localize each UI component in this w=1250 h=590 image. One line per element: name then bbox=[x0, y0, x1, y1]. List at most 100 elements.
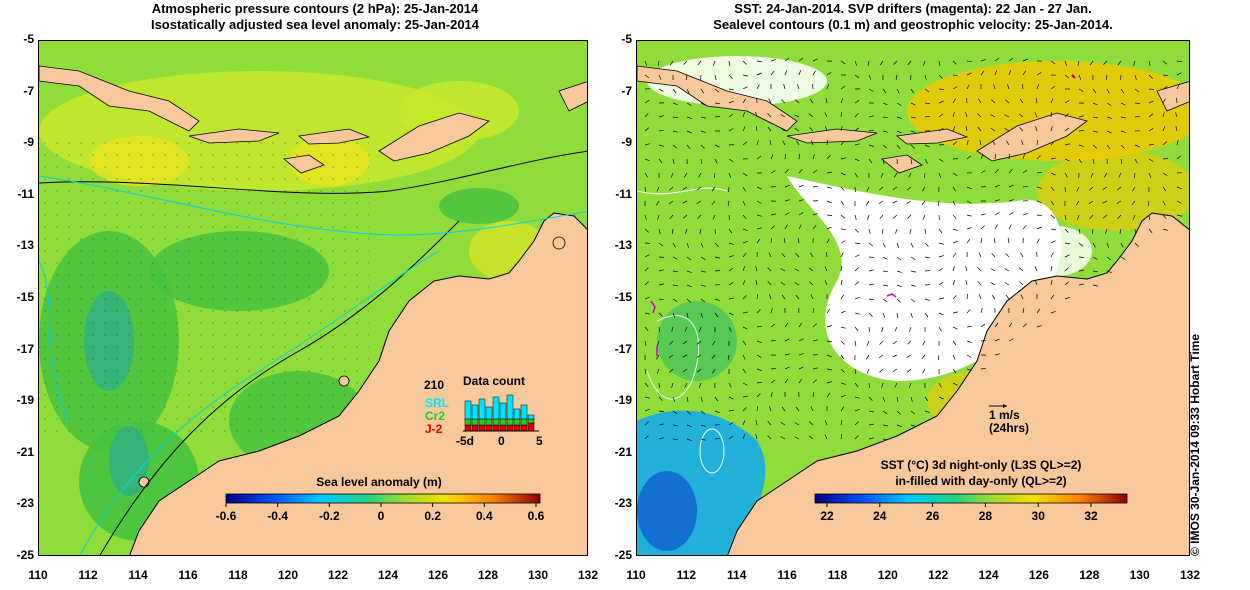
velocity-arrow bbox=[868, 256, 875, 258]
velocity-arrow bbox=[769, 406, 772, 412]
data-count-bar bbox=[478, 398, 486, 420]
velocity-arrow bbox=[840, 406, 845, 412]
velocity-arrow bbox=[658, 242, 664, 247]
velocity-arrow bbox=[867, 214, 870, 220]
sea-level-contour bbox=[646, 315, 699, 400]
lat-tick-label: -21 bbox=[16, 444, 34, 459]
velocity-arrow bbox=[1064, 296, 1070, 300]
velocity-arrow bbox=[699, 228, 702, 234]
velocity-arrow bbox=[868, 423, 874, 426]
velocity-arrow bbox=[767, 126, 772, 132]
velocity-arrow bbox=[742, 200, 746, 206]
velocity-arrow bbox=[1106, 116, 1112, 119]
velocity-arrow bbox=[697, 214, 702, 219]
velocity-arrow bbox=[644, 60, 648, 66]
velocity-arrow bbox=[826, 214, 833, 216]
velocity-arrow bbox=[742, 252, 747, 258]
velocity-arrow bbox=[922, 368, 926, 374]
velocity-arrow bbox=[854, 326, 859, 332]
colorbar-tick-label: 32 bbox=[1084, 509, 1098, 523]
velocity-arrow bbox=[756, 354, 762, 358]
velocity-arrow bbox=[770, 339, 776, 342]
bathymetry-contour bbox=[39, 175, 587, 236]
velocity-arrow bbox=[1022, 70, 1026, 76]
velocity-arrow bbox=[712, 60, 716, 66]
velocity-arrow bbox=[728, 422, 734, 426]
velocity-arrow bbox=[924, 144, 930, 148]
velocity-arrow bbox=[1162, 158, 1169, 160]
lon-tick-label: 110 bbox=[626, 568, 646, 582]
velocity-arrow bbox=[924, 228, 926, 235]
velocity-arrow bbox=[658, 228, 661, 234]
velocity-arrow bbox=[878, 200, 884, 205]
velocity-arrow bbox=[854, 113, 859, 118]
velocity-arrow bbox=[656, 340, 660, 346]
lat-tick-label: -17 bbox=[16, 341, 34, 356]
velocity-arrow bbox=[938, 297, 944, 300]
velocity-arrow bbox=[784, 353, 790, 356]
velocity-arrow bbox=[840, 382, 846, 385]
velocity-arrow bbox=[1162, 186, 1167, 192]
velocity-arrow bbox=[966, 340, 972, 343]
velocity-arrow bbox=[742, 434, 746, 440]
velocity-arrow bbox=[696, 368, 702, 373]
velocity-arrow bbox=[994, 212, 1000, 216]
velocity-arrow bbox=[1106, 88, 1110, 94]
colorbar-tick-label: 28 bbox=[979, 509, 993, 523]
velocity-arrow bbox=[809, 421, 814, 426]
velocity-arrow bbox=[1004, 127, 1010, 132]
velocity-arrow bbox=[840, 157, 846, 160]
velocity-arrow bbox=[644, 382, 649, 388]
velocity-arrow bbox=[952, 368, 957, 374]
drifter-track bbox=[886, 293, 897, 298]
velocity-arrow bbox=[756, 84, 760, 90]
velocity-arrow bbox=[868, 312, 873, 317]
pressure-contour bbox=[39, 150, 587, 194]
velocity-arrow bbox=[978, 252, 982, 258]
velocity-arrow bbox=[783, 238, 786, 244]
velocity-arrow bbox=[1050, 186, 1055, 192]
velocity-arrow bbox=[826, 171, 832, 174]
velocity-arrow bbox=[770, 379, 776, 384]
velocity-arrow bbox=[1018, 113, 1024, 118]
velocity-arrow bbox=[756, 368, 762, 372]
velocity-arrow bbox=[1050, 310, 1056, 314]
velocity-arrow bbox=[1148, 172, 1152, 178]
velocity-arrow bbox=[1117, 60, 1122, 66]
velocity-arrow bbox=[658, 269, 664, 272]
velocity-arrow bbox=[906, 200, 912, 204]
velocity-arrow bbox=[1007, 84, 1010, 90]
velocity-arrow bbox=[742, 126, 746, 132]
velocity-arrow bbox=[826, 381, 832, 384]
velocity-arrow bbox=[896, 88, 900, 94]
velocity-arrow bbox=[1176, 60, 1183, 62]
velocity-arrow bbox=[1104, 172, 1108, 178]
data-count-bar bbox=[485, 418, 493, 426]
velocity-arrow bbox=[854, 143, 860, 146]
velocity-arrow bbox=[980, 339, 986, 342]
sea-level-anomaly-map: 210 Data count SRL Cr2 J-2 -5d 0 5 Sea l… bbox=[38, 40, 588, 556]
velocity-arrow bbox=[756, 186, 762, 190]
velocity-arrow bbox=[686, 438, 692, 441]
velocity-arrow bbox=[798, 57, 804, 62]
velocity-arrow bbox=[840, 126, 843, 132]
velocity-arrow bbox=[812, 169, 818, 174]
velocity-arrow bbox=[879, 368, 884, 373]
velocity-arrow bbox=[1148, 144, 1155, 146]
colorbar-tick-label: 26 bbox=[926, 509, 940, 523]
velocity-arrow bbox=[682, 186, 688, 190]
series-label-j2: J-2 bbox=[425, 422, 443, 436]
velocity-arrow bbox=[672, 256, 678, 260]
velocity-arrow bbox=[1120, 242, 1124, 248]
velocity-arrow bbox=[1120, 130, 1126, 133]
velocity-arrow bbox=[840, 252, 844, 258]
velocity-arrow bbox=[686, 102, 692, 106]
data-count-bar bbox=[499, 402, 507, 420]
velocity-arrow bbox=[1064, 242, 1071, 245]
lon-tick-label: 120 bbox=[277, 568, 299, 582]
velocity-arrow bbox=[895, 228, 898, 234]
velocity-arrow bbox=[798, 366, 804, 370]
velocity-arrow bbox=[669, 340, 674, 345]
velocity-arrow bbox=[1078, 283, 1084, 286]
velocity-arrow bbox=[980, 213, 986, 216]
